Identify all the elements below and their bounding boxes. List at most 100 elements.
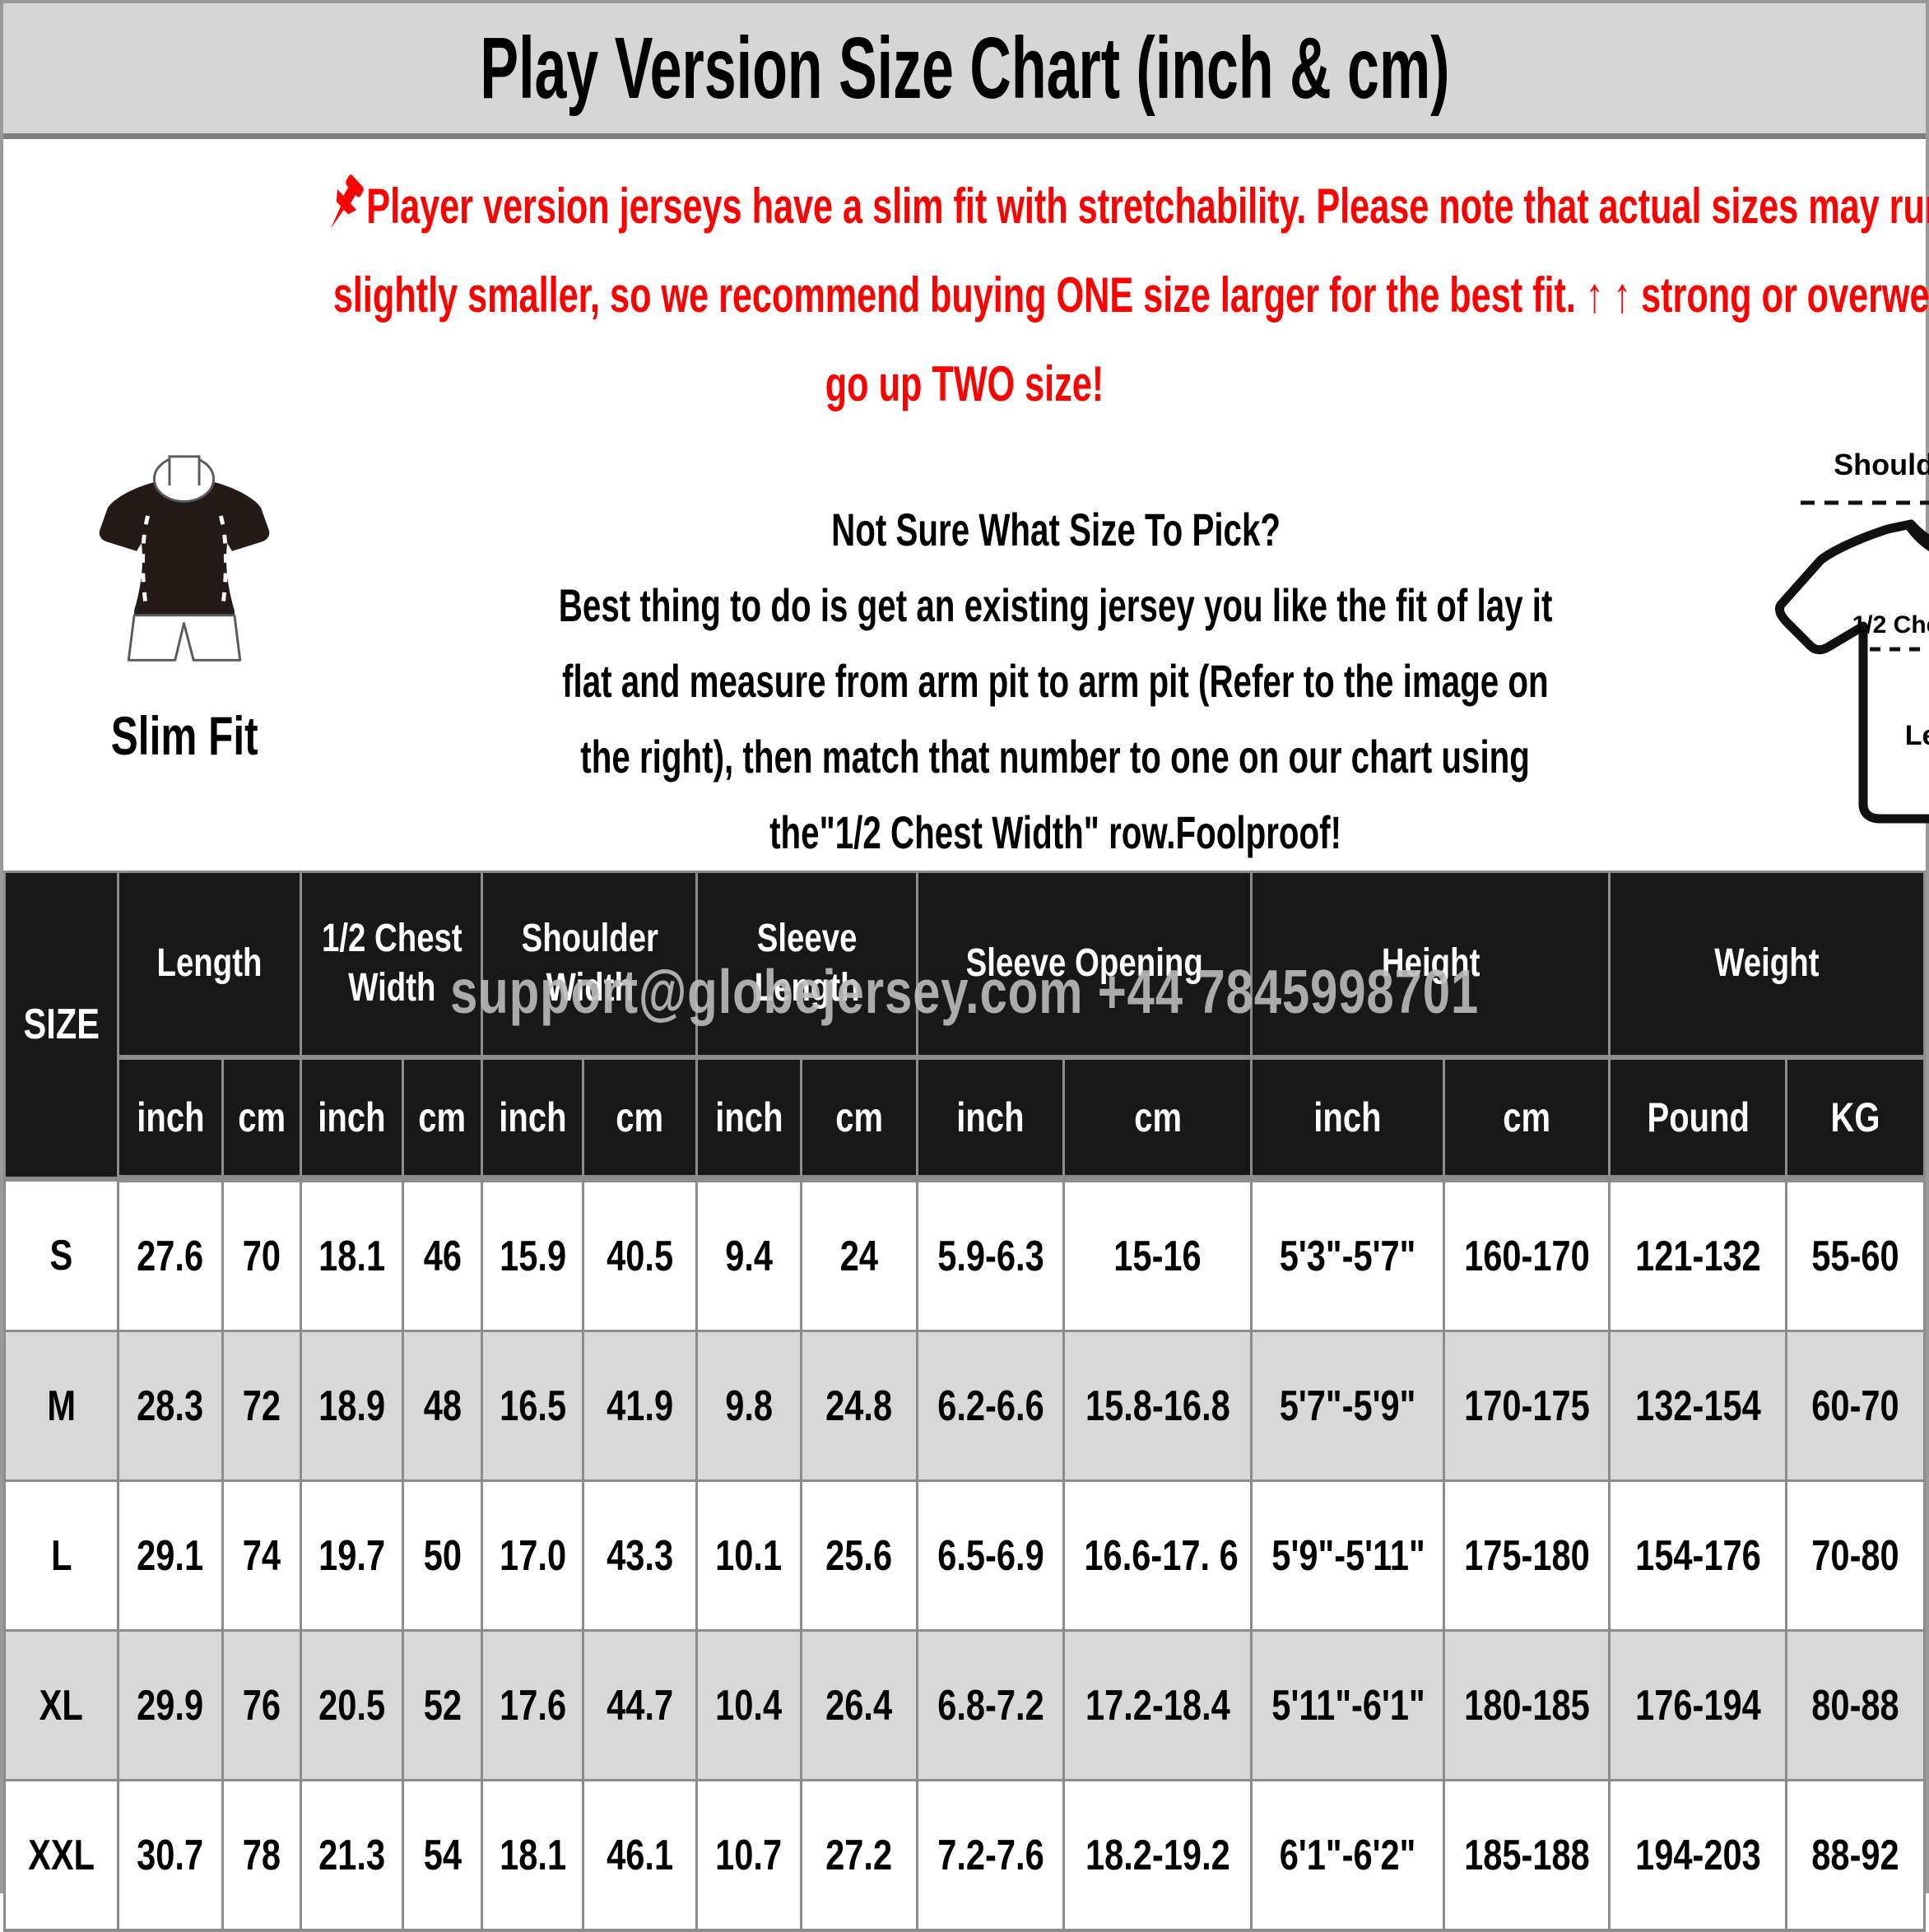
value-cell: 9.8 xyxy=(695,1330,802,1482)
cell-text: 18.2-19.2 xyxy=(1085,1831,1230,1879)
cell-text: 29.9 xyxy=(137,1681,204,1730)
cell-text: 10.4 xyxy=(715,1681,783,1730)
size-cell: XL xyxy=(2,1629,120,1781)
value-cell: 24.8 xyxy=(799,1330,919,1482)
figure-dash-right xyxy=(218,515,228,610)
cell-text: 132-154 xyxy=(1634,1382,1761,1430)
cell-text: 43.3 xyxy=(607,1531,674,1580)
pushpin-icon xyxy=(331,174,364,229)
value-cell: 17.6 xyxy=(481,1629,584,1781)
value-cell: 50 xyxy=(401,1479,484,1632)
value-cell: 60-70 xyxy=(1785,1330,1926,1482)
cell-text: 9.4 xyxy=(725,1232,773,1280)
size-column-header: SIZE xyxy=(2,871,120,1182)
cell-text: 18.9 xyxy=(318,1382,386,1430)
cell-text: 80-88 xyxy=(1811,1681,1899,1730)
guide-line: flat and measure from arm pit to arm pit… xyxy=(562,655,1549,707)
value-cell: 6.5-6.9 xyxy=(916,1479,1066,1632)
value-cell: 25.6 xyxy=(799,1479,919,1632)
cell-text: L xyxy=(50,1531,72,1580)
unit-header: Pound xyxy=(1608,1056,1788,1182)
cell-text: 24 xyxy=(839,1232,878,1280)
guide-line: the"1/2 Chest Width" row.Foolproof! xyxy=(769,806,1342,858)
value-cell: 30.7 xyxy=(117,1779,224,1932)
cell-text: 70-80 xyxy=(1811,1531,1899,1580)
cell-text: 72 xyxy=(242,1382,281,1430)
value-cell: 10.1 xyxy=(695,1479,802,1632)
cell-text: 60-70 xyxy=(1811,1382,1899,1430)
unit-header: inch xyxy=(481,1056,584,1182)
slim-fit-panel: Slim Fit xyxy=(3,437,365,871)
value-cell: 41.9 xyxy=(581,1330,699,1482)
size-table: SIZE Length 1/2 Chest Width Shoulder Wid… xyxy=(2,871,1926,1932)
cell-text: 74 xyxy=(242,1531,281,1580)
table-row: XL 29.9 76 20.5 52 17.6 44.7 10.4 26.4 6.8-7.2 17.… xyxy=(2,1629,1926,1781)
group-header-row: SIZE Length 1/2 Chest Width Shoulder Wid… xyxy=(2,871,1926,1182)
size-table-section: SIZE Length 1/2 Chest Width Shoulder Wid… xyxy=(2,871,1926,1932)
cell-text: 20.5 xyxy=(318,1681,386,1730)
tee-collar xyxy=(1903,519,1929,551)
notice-line-3: go up TWO size! xyxy=(8,346,1921,435)
cell-text: 54 xyxy=(423,1831,462,1879)
cell-text: 17.6 xyxy=(499,1681,566,1730)
cell-text: 5.9-6.3 xyxy=(937,1232,1044,1280)
unit-header: KG xyxy=(1785,1056,1926,1182)
sleeve-opening-column-header: Sleeve Opening xyxy=(916,871,1253,1060)
tshirt-diagram-panel: Shoulder Width 1/2 Chest Width Length xyxy=(1745,437,1929,871)
unit-header: inch xyxy=(117,1056,224,1182)
value-cell: 5'9"-5'11" xyxy=(1250,1479,1446,1632)
cell-text: 78 xyxy=(242,1831,281,1879)
shoulder-width-column-header: Shoulder Width xyxy=(481,871,699,1060)
unit-header: cm xyxy=(401,1056,484,1182)
cell-text: 176-194 xyxy=(1634,1681,1761,1730)
value-cell: 21.3 xyxy=(300,1779,404,1932)
cell-text: 76 xyxy=(242,1681,281,1730)
cell-text: 6.8-7.2 xyxy=(937,1681,1044,1730)
value-cell: 46 xyxy=(401,1177,484,1332)
value-cell: 29.9 xyxy=(117,1629,224,1781)
value-cell: 18.2-19.2 xyxy=(1062,1779,1253,1932)
guide-text-block: Not Sure What Size To Pick? Best thing t… xyxy=(365,437,1745,871)
value-cell: 5.9-6.3 xyxy=(916,1177,1066,1332)
value-cell: 6'1"-6'2" xyxy=(1250,1779,1446,1932)
value-cell: 18.1 xyxy=(481,1779,584,1932)
unit-header: cm xyxy=(581,1056,699,1182)
value-cell: 18.9 xyxy=(300,1330,404,1482)
cell-text: M xyxy=(47,1382,76,1430)
cell-text: 6'1"-6'2" xyxy=(1279,1831,1416,1879)
value-cell: 52 xyxy=(401,1629,484,1781)
value-cell: 9.4 xyxy=(695,1177,802,1332)
cell-text: 7.2-7.6 xyxy=(937,1831,1044,1879)
cell-text: 50 xyxy=(423,1531,462,1580)
value-cell: 6.2-6.6 xyxy=(916,1330,1066,1482)
cell-text: 194-203 xyxy=(1634,1831,1761,1879)
cell-text: 15-16 xyxy=(1113,1232,1202,1280)
value-cell: 5'3"-5'7" xyxy=(1250,1177,1446,1332)
unit-header: cm xyxy=(221,1056,303,1182)
size-cell: XXL xyxy=(2,1779,120,1932)
unit-header: inch xyxy=(300,1056,404,1182)
cell-text: 160-170 xyxy=(1463,1232,1590,1280)
cell-text: 70 xyxy=(242,1232,281,1280)
value-cell: 16.5 xyxy=(481,1330,584,1482)
value-cell: 180-185 xyxy=(1443,1629,1611,1781)
cell-text: 170-175 xyxy=(1463,1382,1590,1430)
cell-text: 10.1 xyxy=(715,1531,783,1580)
value-cell: 5'11"-6'1" xyxy=(1250,1629,1446,1781)
value-cell: 28.3 xyxy=(117,1330,224,1482)
cell-text: XXL xyxy=(28,1831,95,1879)
value-cell: 194-203 xyxy=(1608,1779,1788,1932)
cell-text: 55-60 xyxy=(1811,1232,1899,1280)
value-cell: 26.4 xyxy=(799,1629,919,1781)
guide-section: Slim Fit Not Sure What Size To Pick? Bes… xyxy=(3,437,1929,871)
cell-text: 15.9 xyxy=(499,1232,566,1280)
cell-text: 17.2-18.4 xyxy=(1085,1681,1230,1730)
value-cell: 80-88 xyxy=(1785,1629,1926,1781)
unit-header: inch xyxy=(1250,1056,1446,1182)
cell-text: 5'9"-5'11" xyxy=(1271,1531,1425,1580)
figure-dash-left xyxy=(141,515,151,610)
cell-text: 24.8 xyxy=(825,1382,893,1430)
value-cell: 17.2-18.4 xyxy=(1062,1629,1253,1781)
cell-text: 17.0 xyxy=(499,1531,566,1580)
